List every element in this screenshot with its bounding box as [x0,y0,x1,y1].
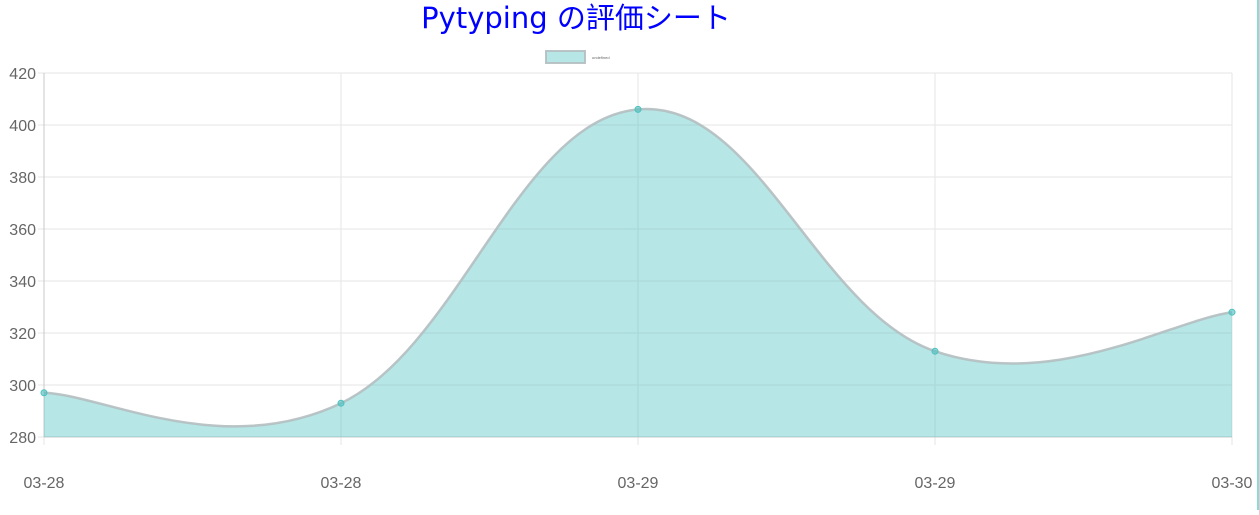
y-tick-label: 400 [9,118,36,135]
data-point[interactable] [40,389,48,397]
data-point[interactable] [931,347,939,355]
y-tick-label: 300 [9,378,36,395]
y-tick-label: 380 [9,170,36,187]
x-tick-label: 03-30 [1212,475,1253,492]
y-tick-label: 280 [9,430,36,447]
area-layer [43,108,1233,437]
data-point[interactable] [1228,308,1236,316]
point-layer [40,105,1236,407]
x-axis-ticks: 03-28 03-28 03-29 03-29 03-30 [24,475,1253,492]
data-point[interactable] [634,105,642,113]
y-tick-label: 320 [9,326,36,343]
x-tick-label: 03-29 [915,475,956,492]
y-axis-ticks: 280 300 320 340 360 380 400 420 [9,66,36,447]
data-point[interactable] [337,399,345,407]
x-tick-label: 03-29 [618,475,659,492]
legend-label[interactable]: undefined [592,55,610,60]
y-tick-label: 420 [9,66,36,83]
scrollbar-edge [1257,0,1259,510]
y-tick-label: 340 [9,274,36,291]
y-tick-label: 360 [9,222,36,239]
x-tick-label: 03-28 [24,475,65,492]
grid-layer [38,72,1233,445]
series-area-fill [44,109,1232,437]
legend-swatch[interactable] [545,50,586,64]
chart-title: Pytyping の評価シート [421,1,731,35]
x-tick-label: 03-28 [321,475,362,492]
legend[interactable]: undefined [545,50,610,64]
